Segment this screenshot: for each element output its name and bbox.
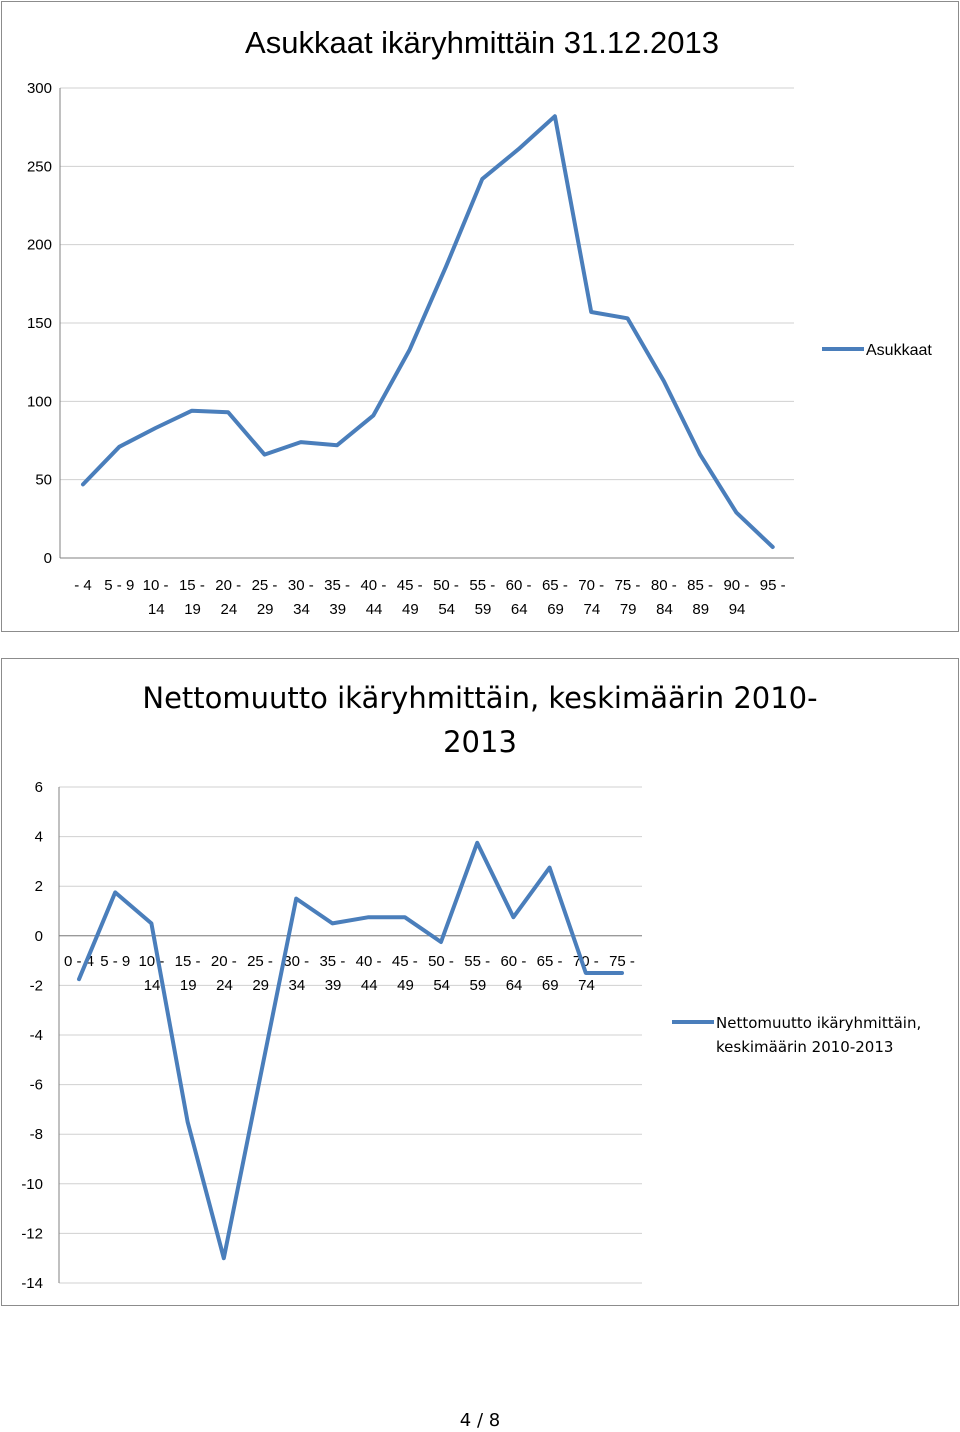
y-tick-label: -14 xyxy=(21,1275,43,1292)
y-tick-label: -4 xyxy=(30,1027,43,1044)
x-tick-label: 70 - xyxy=(578,577,604,594)
x-tick-label-line2: 29 xyxy=(257,601,274,618)
x-tick-label: 5 - 9 xyxy=(100,953,130,970)
y-tick-label: 50 xyxy=(35,472,52,489)
x-tick-label: 50 - xyxy=(428,953,454,970)
x-tick-label: 55 - xyxy=(464,953,490,970)
chart-nettomuutto: Nettomuutto ikäryhmittäin, keskimäärin 2… xyxy=(1,658,959,1306)
y-tick-label: 250 xyxy=(27,158,52,175)
x-tick-label-line2: 79 xyxy=(620,601,637,618)
x-tick-label: 45 - xyxy=(392,953,418,970)
x-tick-label: 10 - xyxy=(143,577,169,594)
x-tick-label: 30 - xyxy=(283,953,309,970)
x-tick-label: - 4 xyxy=(74,577,92,594)
x-tick-label: 75 - xyxy=(609,953,635,970)
x-tick-label: 65 - xyxy=(542,577,568,594)
x-tick-label: 80 - xyxy=(651,577,677,594)
y-tick-label: 6 xyxy=(35,779,43,796)
legend: Nettomuutto ikäryhmittäin, keskimäärin 2… xyxy=(672,1014,921,1056)
chart-nettomuutto-svg: Nettomuutto ikäryhmittäin, keskimäärin 2… xyxy=(21,681,921,1292)
x-tick-label-line2: 19 xyxy=(184,601,201,618)
x-tick-label-line2: 74 xyxy=(578,977,595,994)
y-tick-label: 4 xyxy=(35,829,43,846)
legend-label: Asukkaat xyxy=(866,342,932,359)
x-tick-label: 20 - xyxy=(211,953,237,970)
y-tick-label: -6 xyxy=(30,1077,43,1094)
series-line-nettomuutto xyxy=(77,840,624,1261)
legend: Asukkaat xyxy=(822,342,932,359)
x-tick-label: 20 - xyxy=(215,577,241,594)
chart-asukkaat-svg: Asukkaat ikäryhmittäin 31.12.2013 0 50 100… xyxy=(27,25,932,618)
x-tick-label: 95 - xyxy=(760,577,786,594)
y-tick-label: -10 xyxy=(21,1176,43,1193)
x-tick-label: 40 - xyxy=(360,577,386,594)
x-tick-label-line2: 59 xyxy=(470,977,487,994)
x-tick-label: 60 - xyxy=(500,953,526,970)
chart-title-line1: Nettomuutto ikäryhmittäin, keskimäärin 2… xyxy=(142,681,817,715)
legend-label-line1: Nettomuutto ikäryhmittäin, xyxy=(716,1014,921,1032)
page-number: 4 / 8 xyxy=(459,1410,501,1431)
x-tick-label-line2: 84 xyxy=(656,601,673,618)
x-tick-label-line2: 59 xyxy=(475,601,492,618)
x-tick-label-line2: 64 xyxy=(506,977,523,994)
x-tick-label-line2: 49 xyxy=(397,977,414,994)
y-tick-label: -8 xyxy=(30,1126,43,1143)
x-tick-label: 30 - xyxy=(288,577,314,594)
x-tick-label-line2: 89 xyxy=(692,601,709,618)
y-tick-label: -12 xyxy=(21,1225,43,1242)
chart-title-line2: 2013 xyxy=(443,725,517,759)
x-tick-label: 65 - xyxy=(537,953,563,970)
y-tick-label: 0 xyxy=(44,550,52,567)
x-tick-label: 5 - 9 xyxy=(104,577,134,594)
x-tick-label-line2: 34 xyxy=(293,601,310,618)
x-tick-label-line2: 64 xyxy=(511,601,528,618)
x-tick-label: 15 - xyxy=(175,953,201,970)
y-tick-label: 200 xyxy=(27,237,52,254)
x-tick-label-line2: 44 xyxy=(366,601,383,618)
x-tick-label: 85 - xyxy=(687,577,713,594)
x-tick-label: 60 - xyxy=(506,577,532,594)
y-tick-label: -2 xyxy=(30,977,43,994)
x-tick-label-line2: 74 xyxy=(584,601,601,618)
x-tick-label: 40 - xyxy=(356,953,382,970)
y-tick-label: 2 xyxy=(35,878,43,895)
x-tick-label: 15 - xyxy=(179,577,205,594)
x-tick-label: 25 - xyxy=(252,577,278,594)
x-tick-label: 55 - xyxy=(469,577,495,594)
x-tick-label-line2: 54 xyxy=(438,601,455,618)
x-tick-label-line2: 19 xyxy=(180,977,197,994)
y-tick-label: 150 xyxy=(27,315,52,332)
y-tick-label: 100 xyxy=(27,393,52,410)
x-tick-label-line2: 69 xyxy=(547,601,564,618)
x-tick-label: 75 - xyxy=(615,577,641,594)
x-tick-label-line2: 39 xyxy=(329,601,346,618)
x-tick-label-line2: 14 xyxy=(148,601,165,618)
x-tick-label: 90 - xyxy=(723,577,749,594)
x-tick-label: 45 - xyxy=(397,577,423,594)
x-tick-label-line2: 69 xyxy=(542,977,559,994)
x-tick-label-line2: 54 xyxy=(433,977,450,994)
legend-label-line2: keskimäärin 2010-2013 xyxy=(716,1038,893,1056)
chart-asukkaat: Asukkaat ikäryhmittäin 31.12.2013 0 50 100… xyxy=(1,1,959,632)
x-tick-label-line2: 24 xyxy=(216,977,233,994)
x-tick-label: 35 - xyxy=(319,953,345,970)
x-tick-label-line2: 14 xyxy=(144,977,161,994)
x-tick-label-line2: 24 xyxy=(221,601,238,618)
chart-title: Asukkaat ikäryhmittäin 31.12.2013 xyxy=(245,25,719,60)
x-tick-label-line2: 34 xyxy=(289,977,306,994)
x-tick-label-line2: 29 xyxy=(252,977,269,994)
x-tick-label-line2: 39 xyxy=(325,977,342,994)
x-tick-label: 25 - xyxy=(247,953,273,970)
y-tick-label: 300 xyxy=(27,80,52,97)
x-tick-label-line2: 44 xyxy=(361,977,378,994)
x-tick-label-line2: 94 xyxy=(729,601,746,618)
x-tick-label: 50 - xyxy=(433,577,459,594)
x-tick-label: 35 - xyxy=(324,577,350,594)
y-tick-label: 0 xyxy=(35,928,43,945)
x-tick-label-line2: 49 xyxy=(402,601,419,618)
series-line-asukkaat xyxy=(81,114,775,549)
